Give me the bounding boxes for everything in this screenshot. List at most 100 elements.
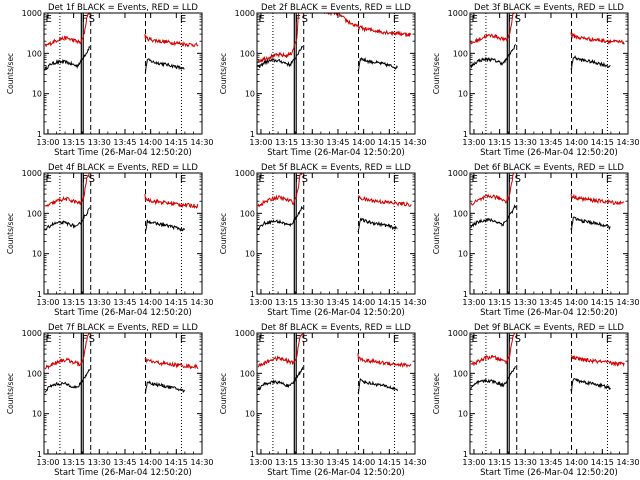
marker-letter: S <box>302 14 308 25</box>
x-tick-label: 13:30 <box>301 298 324 307</box>
x-tick-label: 13:15 <box>488 138 511 147</box>
events-series-line <box>44 207 91 231</box>
y-tick-label: 100 <box>453 209 468 218</box>
x-tick-label: 13:30 <box>301 138 324 147</box>
plot-frame <box>43 12 203 135</box>
marker-letter: S <box>302 334 308 345</box>
marker-letter: E <box>393 174 399 185</box>
y-axis-label: Counts/sec <box>219 213 228 254</box>
lld-series-line <box>257 172 303 208</box>
y-axis-label: Counts/sec <box>432 373 441 414</box>
y-tick-label: 100 <box>27 369 42 378</box>
x-tick-label: 13:00 <box>462 458 485 467</box>
y-tick-label: 10 <box>32 90 42 99</box>
marker-letter: S <box>89 174 95 185</box>
y-tick-label: 1000 <box>22 169 42 178</box>
plot-frame <box>469 172 629 295</box>
y-tick-label: 100 <box>27 209 42 218</box>
marker-letter: F <box>295 334 301 345</box>
marker-letter: E <box>180 334 186 345</box>
x-tick-label: 14:15 <box>591 298 614 307</box>
lld-series-line <box>44 333 91 370</box>
x-tick-label: 14:15 <box>165 458 188 467</box>
x-tick-label: 13:30 <box>301 458 324 467</box>
x-tick-label: 13:15 <box>488 458 511 467</box>
x-tick-label: 13:00 <box>462 298 485 307</box>
lld-series-line <box>570 193 625 206</box>
plot-frame <box>256 332 416 455</box>
y-tick-label: 10 <box>245 410 255 419</box>
events-series-line <box>570 55 611 72</box>
lld-series-line <box>470 12 516 45</box>
x-tick-label: 14:15 <box>591 138 614 147</box>
y-tick-label: 1000 <box>448 9 468 18</box>
x-tick-label: 14:00 <box>352 458 375 467</box>
x-tick-label: 13:15 <box>62 458 85 467</box>
y-tick-label: 1 <box>250 130 255 139</box>
x-tick-label: 14:00 <box>565 138 588 147</box>
panel-title: Det 3f BLACK = Events, RED = LLD <box>474 3 624 13</box>
marker-letter: E <box>393 334 399 345</box>
lld-series-line <box>470 172 516 206</box>
x-tick-label: 14:00 <box>352 298 375 307</box>
y-tick-label: 1 <box>37 450 42 459</box>
marker-letter: F <box>82 14 88 25</box>
x-tick-label: 13:45 <box>326 138 349 147</box>
x-axis-label: Start Time (26-Mar-04 12:50:20) <box>54 148 192 158</box>
y-tick-label: 1 <box>37 290 42 299</box>
y-axis-label: Counts/sec <box>219 53 228 94</box>
events-series-line <box>144 219 185 232</box>
y-tick-label: 10 <box>245 90 255 99</box>
x-tick-label: 13:15 <box>62 138 85 147</box>
plot-frame <box>256 172 416 295</box>
plot-frame <box>256 12 416 135</box>
marker-letter: E <box>259 174 265 185</box>
x-tick-label: 13:00 <box>462 138 485 147</box>
x-tick-label: 13:15 <box>275 138 298 147</box>
panel-title: Det 8f BLACK = Events, RED = LLD <box>261 323 411 333</box>
y-tick-label: 1000 <box>235 9 255 18</box>
x-tick-label: 13:45 <box>539 298 562 307</box>
plot-frame <box>43 172 203 295</box>
x-tick-label: 14:15 <box>378 458 401 467</box>
events-series-line <box>357 377 398 395</box>
plot-frame <box>469 332 629 455</box>
marker-letter: S <box>515 334 521 345</box>
y-tick-label: 100 <box>453 369 468 378</box>
y-axis-label: Counts/sec <box>219 373 228 414</box>
lld-series-line <box>144 357 199 370</box>
marker-letter: F <box>82 334 88 345</box>
marker-letter: E <box>606 174 612 185</box>
marker-letter: S <box>89 334 95 345</box>
marker-letter: E <box>393 14 399 25</box>
x-tick-label: 14:30 <box>403 138 426 147</box>
lld-series-line <box>144 193 199 209</box>
marker-letter: F <box>295 174 301 185</box>
events-series-line <box>470 204 517 229</box>
x-tick-label: 13:45 <box>113 298 136 307</box>
x-tick-label: 13:45 <box>539 138 562 147</box>
x-tick-label: 13:45 <box>113 138 136 147</box>
marker-letter: E <box>46 174 52 185</box>
panel-title: Det 7f BLACK = Events, RED = LLD <box>48 323 198 333</box>
x-tick-label: 13:00 <box>36 458 59 467</box>
marker-letter: E <box>606 334 612 345</box>
y-tick-label: 1 <box>463 450 468 459</box>
y-tick-label: 100 <box>240 209 255 218</box>
marker-letter: E <box>180 174 186 185</box>
y-tick-label: 1000 <box>235 169 255 178</box>
events-series-line <box>44 45 91 71</box>
marker-letter: S <box>515 14 521 25</box>
marker-letter: E <box>472 334 478 345</box>
y-tick-label: 100 <box>240 369 255 378</box>
x-tick-label: 14:15 <box>591 458 614 467</box>
x-tick-label: 14:30 <box>403 458 426 467</box>
events-series-line <box>44 368 91 393</box>
events-series-line <box>470 366 516 389</box>
x-tick-label: 13:30 <box>88 298 111 307</box>
x-tick-label: 14:00 <box>139 298 162 307</box>
